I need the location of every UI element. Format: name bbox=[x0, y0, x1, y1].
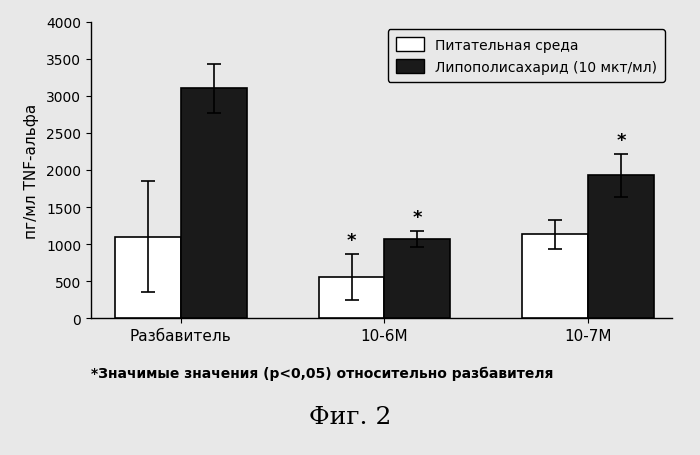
Bar bbox=[522, 235, 588, 318]
Text: Фиг. 2: Фиг. 2 bbox=[309, 405, 391, 428]
Bar bbox=[181, 89, 246, 318]
Bar bbox=[115, 237, 181, 318]
Text: *: * bbox=[346, 232, 356, 250]
Y-axis label: пг/мл TNF-альфа: пг/мл TNF-альфа bbox=[25, 103, 39, 238]
Legend: Питательная среда, Липополисахарид (10 мкт/мл): Питательная среда, Липополисахарид (10 м… bbox=[388, 30, 665, 83]
Text: *: * bbox=[413, 209, 422, 227]
Bar bbox=[384, 239, 450, 318]
Bar bbox=[318, 277, 384, 318]
Text: *Значимые значения (p<0,05) относительно разбавителя: *Значимые значения (p<0,05) относительно… bbox=[91, 366, 554, 380]
Bar bbox=[588, 176, 654, 318]
Text: *: * bbox=[616, 132, 626, 150]
